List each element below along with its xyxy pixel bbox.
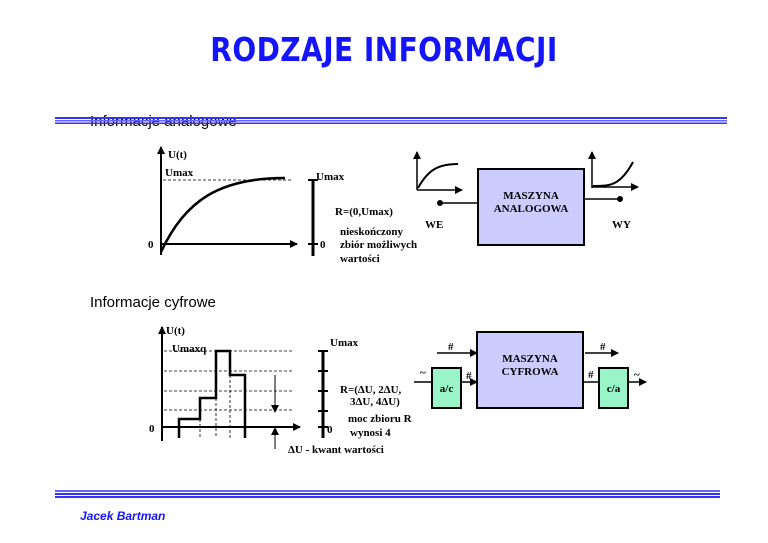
bottom-rule bbox=[55, 490, 720, 498]
analog-range-bar: Umax 0 R=(0,Umax) nieskończony zbiór moż… bbox=[308, 171, 417, 265]
analog-symbol: ~ bbox=[634, 369, 640, 381]
range-label: R=(ΔU, 2ΔU, bbox=[340, 384, 402, 396]
digital-machine: MASZYNA CYFROWA # # ~ a/c # # c/a ~ bbox=[414, 331, 647, 409]
zero-label: 0 bbox=[149, 423, 155, 435]
umax-label: Umax bbox=[165, 167, 194, 179]
machine-label: CYFROWA bbox=[502, 366, 559, 378]
quantized-signal bbox=[177, 349, 247, 438]
umaxq-label: Umaxq bbox=[172, 343, 207, 355]
input-label: WE bbox=[425, 219, 443, 231]
analog-symbol: ~ bbox=[420, 367, 426, 379]
adc-box bbox=[431, 367, 462, 409]
bar-zero-label: 0 bbox=[320, 239, 326, 251]
desc-line: wynosi 4 bbox=[350, 427, 391, 439]
output-label: WY bbox=[612, 219, 631, 231]
axis-y-label: U(t) bbox=[166, 325, 185, 337]
bar-umax-label: Umax bbox=[316, 171, 345, 183]
desc-line: moc zbioru R bbox=[348, 413, 413, 425]
digital-symbol: # bbox=[600, 341, 606, 353]
adc-label: a/c bbox=[440, 383, 454, 395]
dac-label: c/a bbox=[607, 383, 621, 395]
digital-symbol: # bbox=[448, 341, 454, 353]
machine-label: ANALOGOWA bbox=[494, 203, 569, 215]
digital-heading: Informacje cyfrowe bbox=[90, 294, 216, 311]
machine-label: MASZYNA bbox=[502, 353, 558, 365]
digital-range-bar: Umax 0 R=(ΔU, 2ΔU, 3ΔU, 4ΔU) moc zbioru … bbox=[318, 337, 413, 439]
bar-zero-label: 0 bbox=[327, 424, 333, 436]
desc-line: zbiór możliwych bbox=[340, 239, 417, 251]
quantum-label: ΔU - kwant wartości bbox=[288, 444, 384, 456]
axis-y-label: U(t) bbox=[168, 149, 187, 161]
top-rule bbox=[55, 117, 727, 124]
bar-umax-label: Umax bbox=[330, 337, 359, 349]
digital-symbol: # bbox=[466, 370, 472, 382]
desc-line: wartości bbox=[340, 253, 380, 265]
desc-line: nieskończony bbox=[340, 226, 403, 238]
analog-graph: U(t) Umax 0 bbox=[148, 146, 298, 255]
range-label: 3ΔU, 4ΔU) bbox=[350, 396, 400, 408]
slide-title: RODZAJE INFORMACJI bbox=[210, 30, 558, 69]
analog-curve bbox=[159, 176, 286, 253]
dac-box bbox=[598, 367, 629, 409]
analog-machine-box bbox=[477, 168, 585, 246]
digital-machine-box bbox=[476, 331, 584, 409]
author: Jacek Bartman bbox=[80, 509, 166, 523]
analog-machine: MASZYNA ANALOGOWA WE WY bbox=[413, 151, 639, 246]
range-label: R=(0,Umax) bbox=[335, 206, 393, 218]
zero-label: 0 bbox=[148, 239, 154, 251]
digital-symbol: # bbox=[588, 369, 594, 381]
digital-graph: U(t) Umaxq 0 ΔU - kwant wartości bbox=[149, 325, 384, 456]
machine-label: MASZYNA bbox=[503, 190, 559, 202]
